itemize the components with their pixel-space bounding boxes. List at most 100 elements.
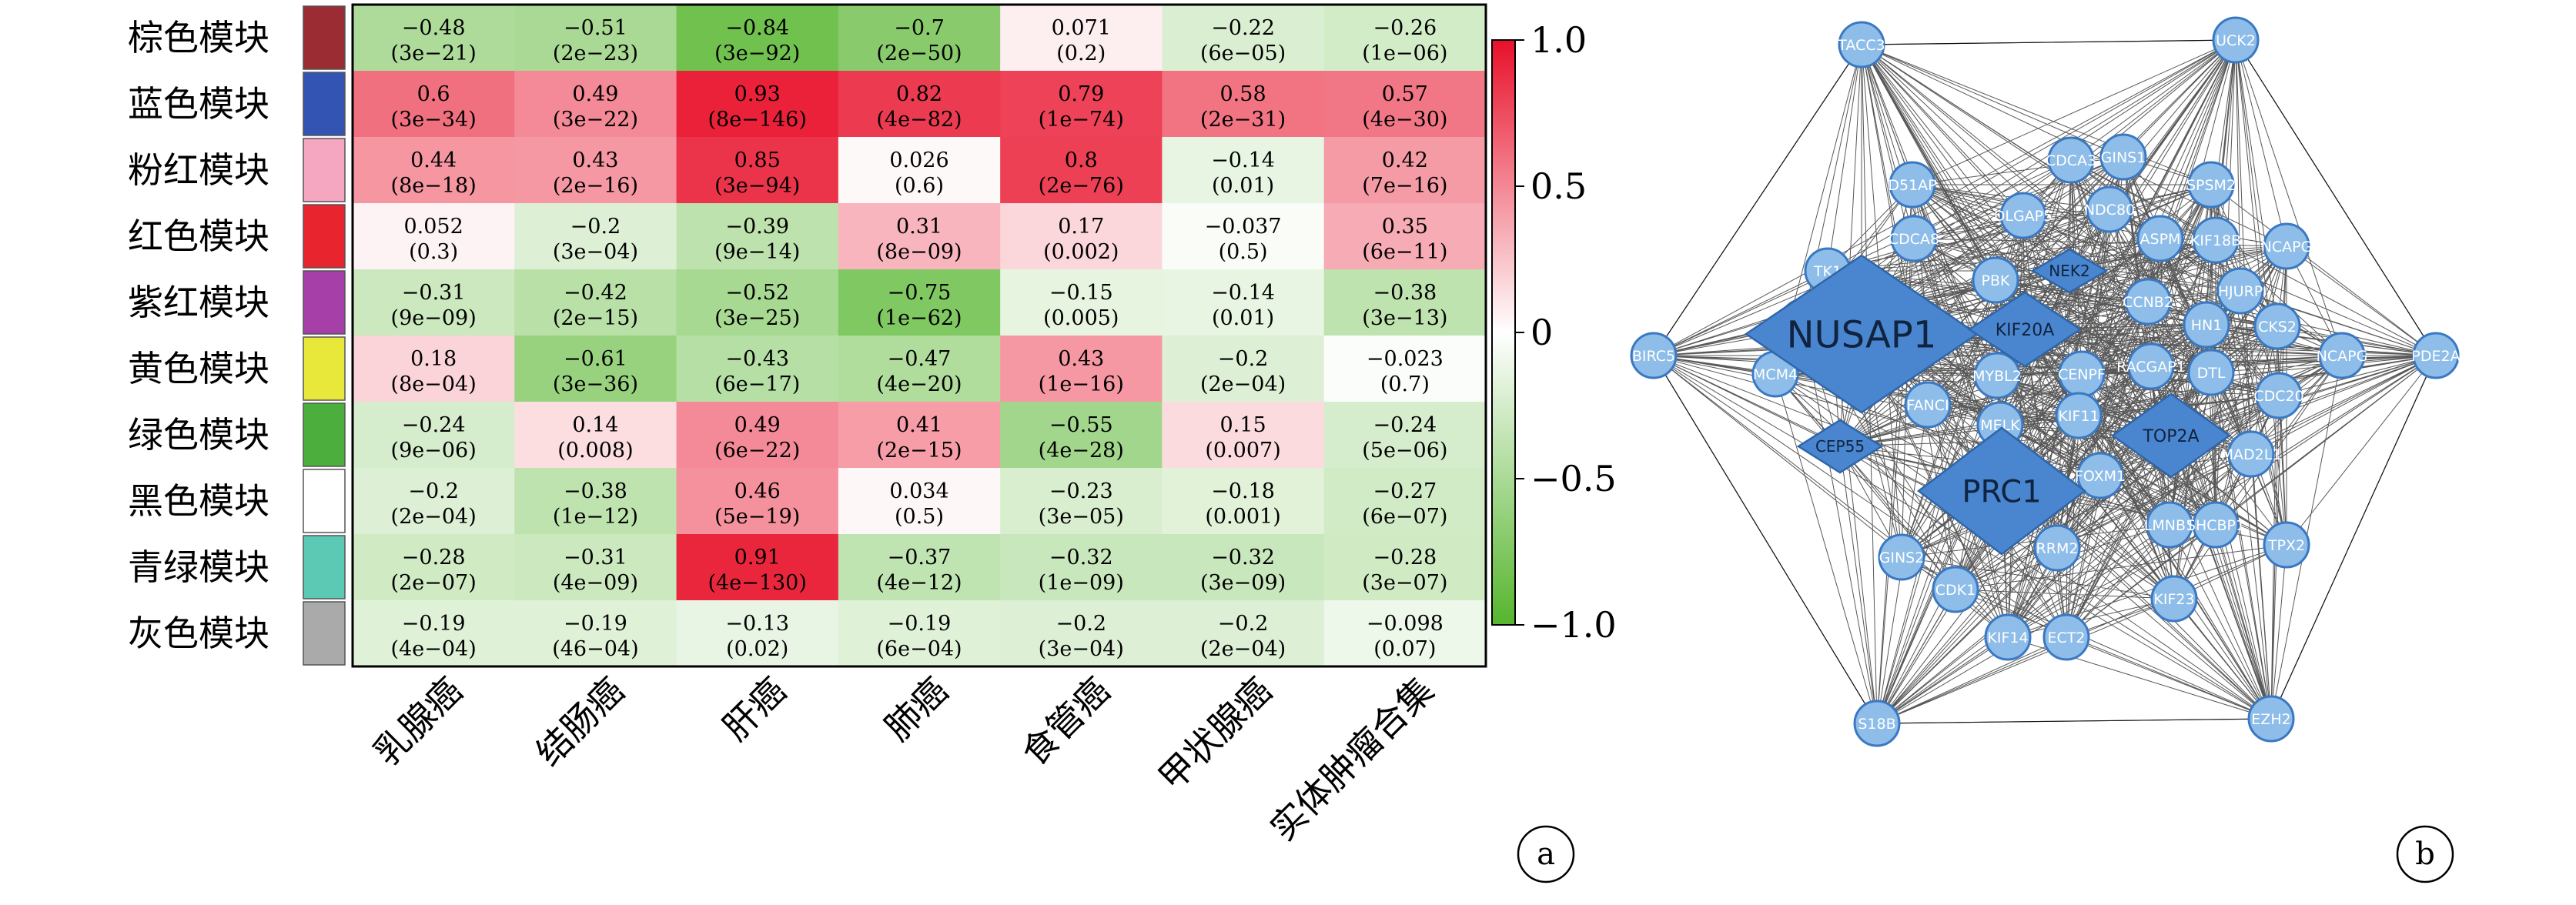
heatmap-cell bbox=[353, 5, 515, 72]
cell-correlation-label: 0.79 bbox=[1058, 82, 1104, 106]
cell-correlation-label: 0.42 bbox=[1382, 149, 1428, 172]
network-node-label: CDCA8 bbox=[1889, 231, 1939, 248]
network-node-label: CENPF bbox=[2058, 366, 2106, 383]
cell-pvalue-label: (1e−09) bbox=[1039, 571, 1124, 595]
network-node-label: MCM4 bbox=[1753, 366, 1798, 383]
cell-correlation-label: −0.48 bbox=[402, 16, 466, 40]
column-label: 甲状腺癌 bbox=[1150, 670, 1280, 799]
module-color-swatch bbox=[303, 535, 346, 599]
colorbar-tick-label: −1.0 bbox=[1531, 604, 1617, 646]
network-node-circle bbox=[2124, 278, 2172, 326]
heatmap-cell bbox=[838, 71, 1001, 138]
cell-correlation-label: 0.8 bbox=[1065, 149, 1098, 172]
network-node-circle bbox=[2212, 16, 2260, 64]
cell-pvalue-label: (1e−12) bbox=[553, 505, 638, 529]
cell-correlation-label: 0.052 bbox=[403, 215, 463, 239]
column-label: 结肠癌 bbox=[527, 670, 632, 774]
network-node-circle bbox=[1932, 566, 1979, 613]
cell-correlation-label: −0.098 bbox=[1367, 612, 1444, 636]
cell-correlation-label: 0.43 bbox=[1058, 347, 1104, 371]
network-node-label: HN1 bbox=[2191, 317, 2223, 334]
cell-pvalue-label: (4e−04) bbox=[391, 637, 477, 661]
network-node-circle bbox=[2055, 392, 2103, 439]
heatmap-cell bbox=[838, 534, 1001, 601]
heatmap-cell bbox=[514, 137, 677, 204]
heatmap-cell bbox=[514, 402, 677, 469]
network-node-circle bbox=[2033, 524, 2081, 572]
heatmap-cell bbox=[838, 5, 1001, 72]
heatmap-border bbox=[351, 3, 1487, 668]
cell-correlation-label: −0.24 bbox=[1373, 413, 1437, 437]
cell-pvalue-label: (5e−19) bbox=[714, 505, 800, 529]
heatmap-cell bbox=[514, 71, 677, 138]
cell-pvalue-label: (0.07) bbox=[1373, 637, 1436, 661]
row-label: 红色模块 bbox=[128, 215, 269, 257]
cell-correlation-label: −0.22 bbox=[1211, 16, 1275, 40]
network-edge bbox=[1876, 718, 2272, 724]
network-node: CDC20 bbox=[2253, 372, 2304, 419]
network-node-label: HJURP bbox=[2218, 283, 2263, 300]
cell-correlation-label: 0.071 bbox=[1052, 16, 1111, 40]
network-node-circle bbox=[1853, 700, 1901, 747]
network-node-label: LMNB1 bbox=[2144, 517, 2195, 534]
network-node-label: KIF18B bbox=[2190, 232, 2241, 249]
cell-pvalue-label: (2e−76) bbox=[1039, 174, 1124, 198]
cell-pvalue-label: (4e−30) bbox=[1362, 108, 1447, 132]
network-node-label: PDE2A bbox=[2411, 348, 2460, 365]
cell-pvalue-label: (9e−06) bbox=[391, 439, 477, 463]
network-node: HN1 bbox=[2183, 301, 2230, 349]
cell-correlation-label: 0.31 bbox=[896, 215, 942, 239]
cell-pvalue-label: (6e−07) bbox=[1362, 505, 1447, 529]
colorbar-ticks: 1.0 0.5 0 −0.5 −1.0 bbox=[1515, 19, 1617, 646]
network-node-circle bbox=[2047, 136, 2095, 184]
cell-correlation-label: 0.35 bbox=[1382, 215, 1428, 239]
network-node: FANCI bbox=[1904, 381, 1952, 429]
cell-correlation-label: −0.2 bbox=[1056, 612, 1107, 636]
heatmap-cell bbox=[838, 203, 1001, 270]
heatmap-cell bbox=[676, 203, 839, 270]
cell-correlation-label: −0.31 bbox=[402, 281, 466, 305]
heatmap-cell bbox=[1162, 600, 1325, 667]
network-hub-diamond bbox=[2030, 248, 2109, 294]
network-node-label: RRM2 bbox=[2036, 540, 2079, 557]
network-hub-label: KIF20A bbox=[1996, 321, 2055, 340]
cell-correlation-label: −0.19 bbox=[888, 612, 952, 636]
module-color-swatch bbox=[303, 601, 346, 666]
cell-pvalue-label: (3e−22) bbox=[553, 108, 638, 132]
cell-pvalue-label: (9e−14) bbox=[714, 240, 800, 264]
cell-correlation-label: 0.6 bbox=[417, 82, 450, 106]
network-node: TPX2 bbox=[2263, 521, 2310, 569]
network-panel: TACC3 UCK2 BIRC5 PDE2A S18B EZH2 D51AP CDCA3 GIN… bbox=[1630, 16, 2461, 747]
heatmap-cell bbox=[838, 468, 1001, 535]
cell-pvalue-label: (7e−16) bbox=[1362, 174, 1447, 198]
network-hub-label: NEK2 bbox=[2049, 262, 2089, 280]
cell-correlation-label: −0.38 bbox=[564, 479, 627, 503]
cell-pvalue-label: (3e−09) bbox=[1200, 571, 1286, 595]
cell-correlation-label: 0.46 bbox=[734, 479, 781, 503]
network-node: SPSM2 bbox=[2186, 161, 2236, 209]
network-node-label: BIRC5 bbox=[1632, 348, 1675, 365]
cell-correlation-label: −0.55 bbox=[1049, 413, 1113, 437]
module-color-swatch bbox=[303, 72, 346, 136]
heatmap-cell bbox=[514, 336, 677, 402]
network-node-circle bbox=[1889, 161, 1936, 209]
network-node-circle bbox=[1999, 192, 2047, 239]
cell-pvalue-label: (3e−21) bbox=[391, 42, 477, 65]
cell-pvalue-label: (4e−20) bbox=[876, 372, 962, 396]
heatmap-cell bbox=[1162, 402, 1325, 469]
cell-pvalue-label: (0.008) bbox=[557, 439, 633, 463]
network-node: CKS2 bbox=[2253, 302, 2301, 350]
heatmap-cell bbox=[676, 468, 839, 535]
cell-pvalue-label: (3e−07) bbox=[1362, 571, 1447, 595]
network-node-circle bbox=[2263, 521, 2310, 569]
heatmap-cell bbox=[838, 402, 1001, 469]
cell-pvalue-label: (46−04) bbox=[552, 637, 638, 661]
cell-correlation-label: −0.19 bbox=[402, 612, 466, 636]
cell-pvalue-label: (6e−04) bbox=[876, 637, 962, 661]
row-label: 黑色模块 bbox=[128, 480, 269, 522]
network-node-label: CCNB2 bbox=[2123, 294, 2173, 311]
network-edge bbox=[2270, 355, 2437, 720]
cell-correlation-label: −0.37 bbox=[888, 546, 952, 569]
network-edge bbox=[1653, 44, 1862, 356]
